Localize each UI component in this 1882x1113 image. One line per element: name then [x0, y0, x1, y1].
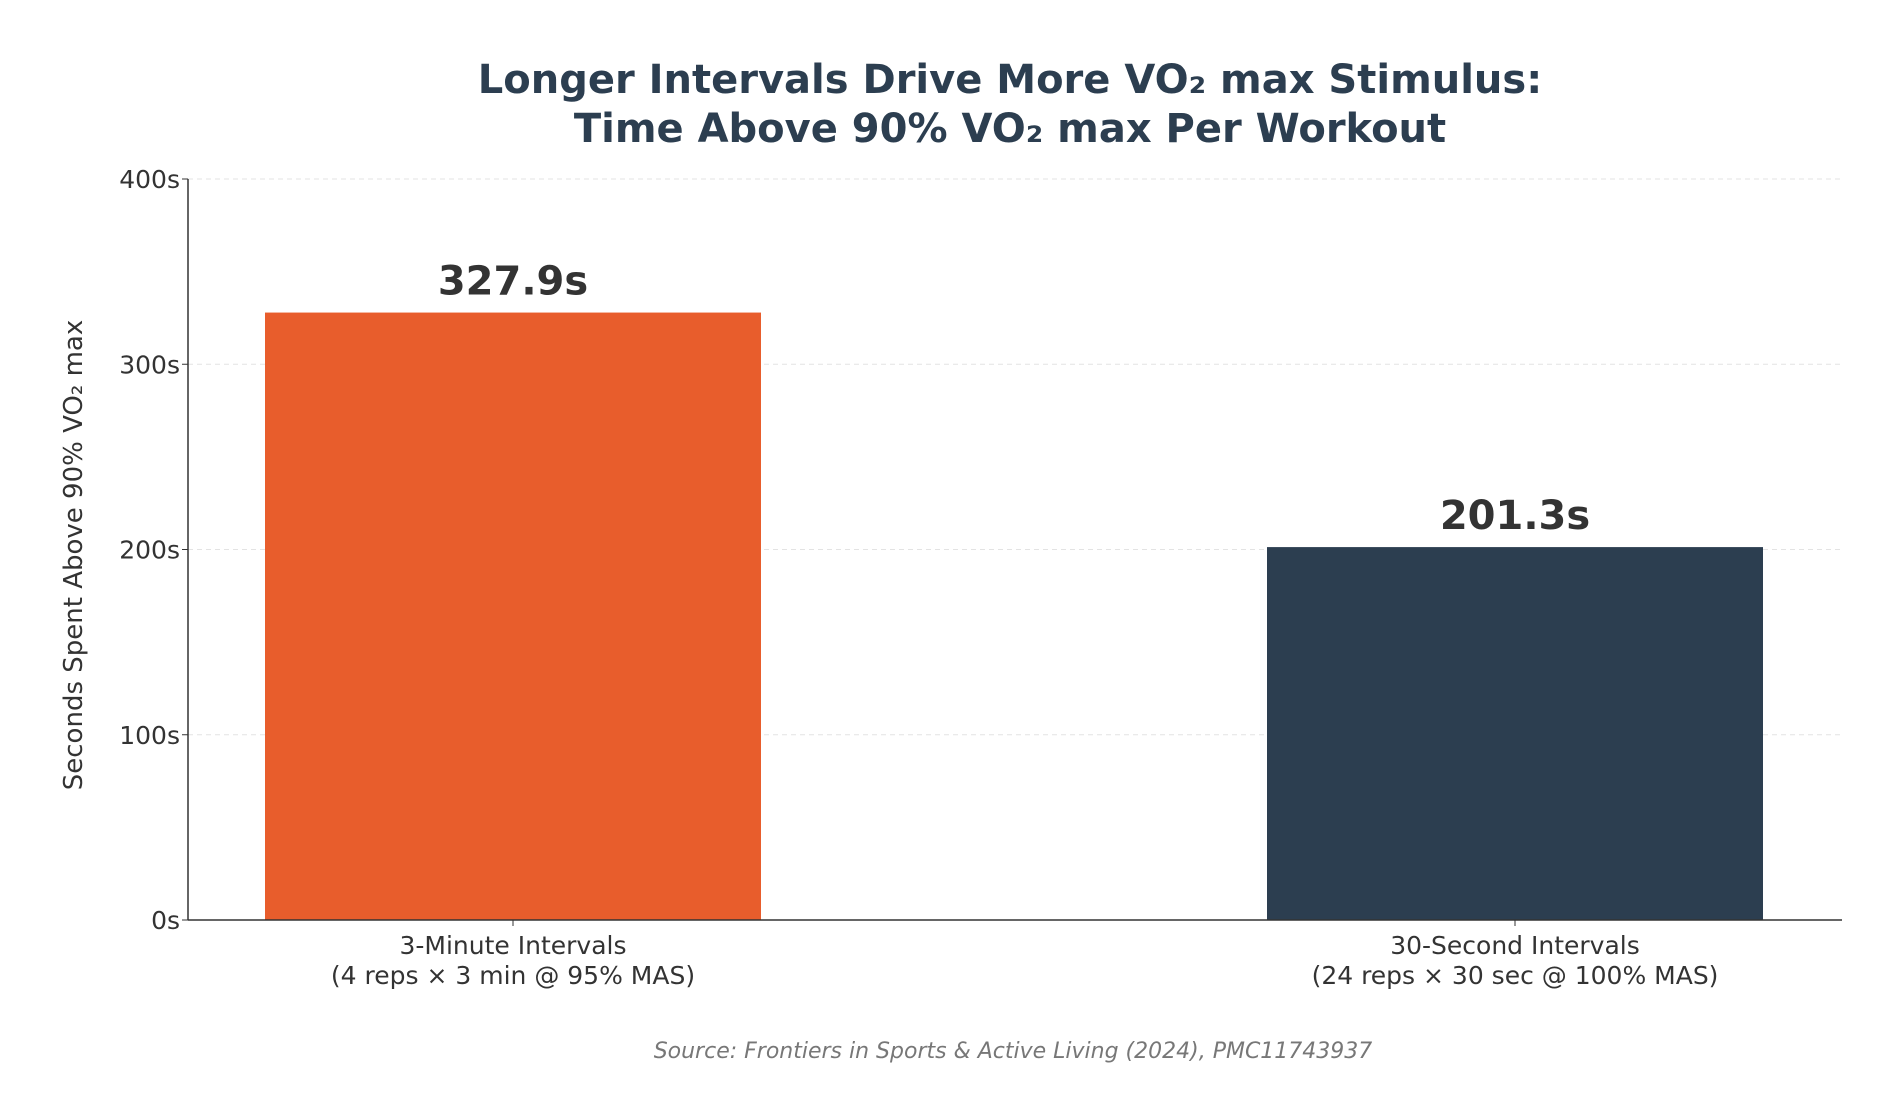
- source-note: Source: Frontiers in Sports & Active Liv…: [654, 1039, 1373, 1064]
- x-tick-label-line-1: 3-Minute Intervals: [399, 931, 626, 960]
- y-tick-label: 400s: [119, 165, 180, 194]
- x-tick-label-line-2: (4 reps × 3 min @ 95% MAS): [331, 961, 695, 990]
- x-tick-label-line-1: 30-Second Intervals: [1390, 931, 1640, 960]
- data-label: 327.9s: [438, 259, 588, 305]
- chart-title-line-1: Longer Intervals Drive More VO₂ max Stim…: [478, 57, 1542, 103]
- y-tick-label: 100s: [119, 721, 180, 750]
- chart-title-line-2: Time Above 90% VO₂ max Per Workout: [574, 106, 1446, 152]
- data-label: 201.3s: [1440, 493, 1590, 539]
- y-tick-label: 300s: [119, 350, 180, 379]
- y-tick-label: 200s: [119, 536, 180, 565]
- x-tick-label-line-2: (24 reps × 30 sec @ 100% MAS): [1312, 961, 1719, 990]
- bar: [1267, 547, 1763, 920]
- y-tick-label: 0s: [151, 906, 180, 935]
- bar: [265, 312, 761, 920]
- y-axis-label: Seconds Spent Above 90% VO₂ max: [59, 320, 89, 790]
